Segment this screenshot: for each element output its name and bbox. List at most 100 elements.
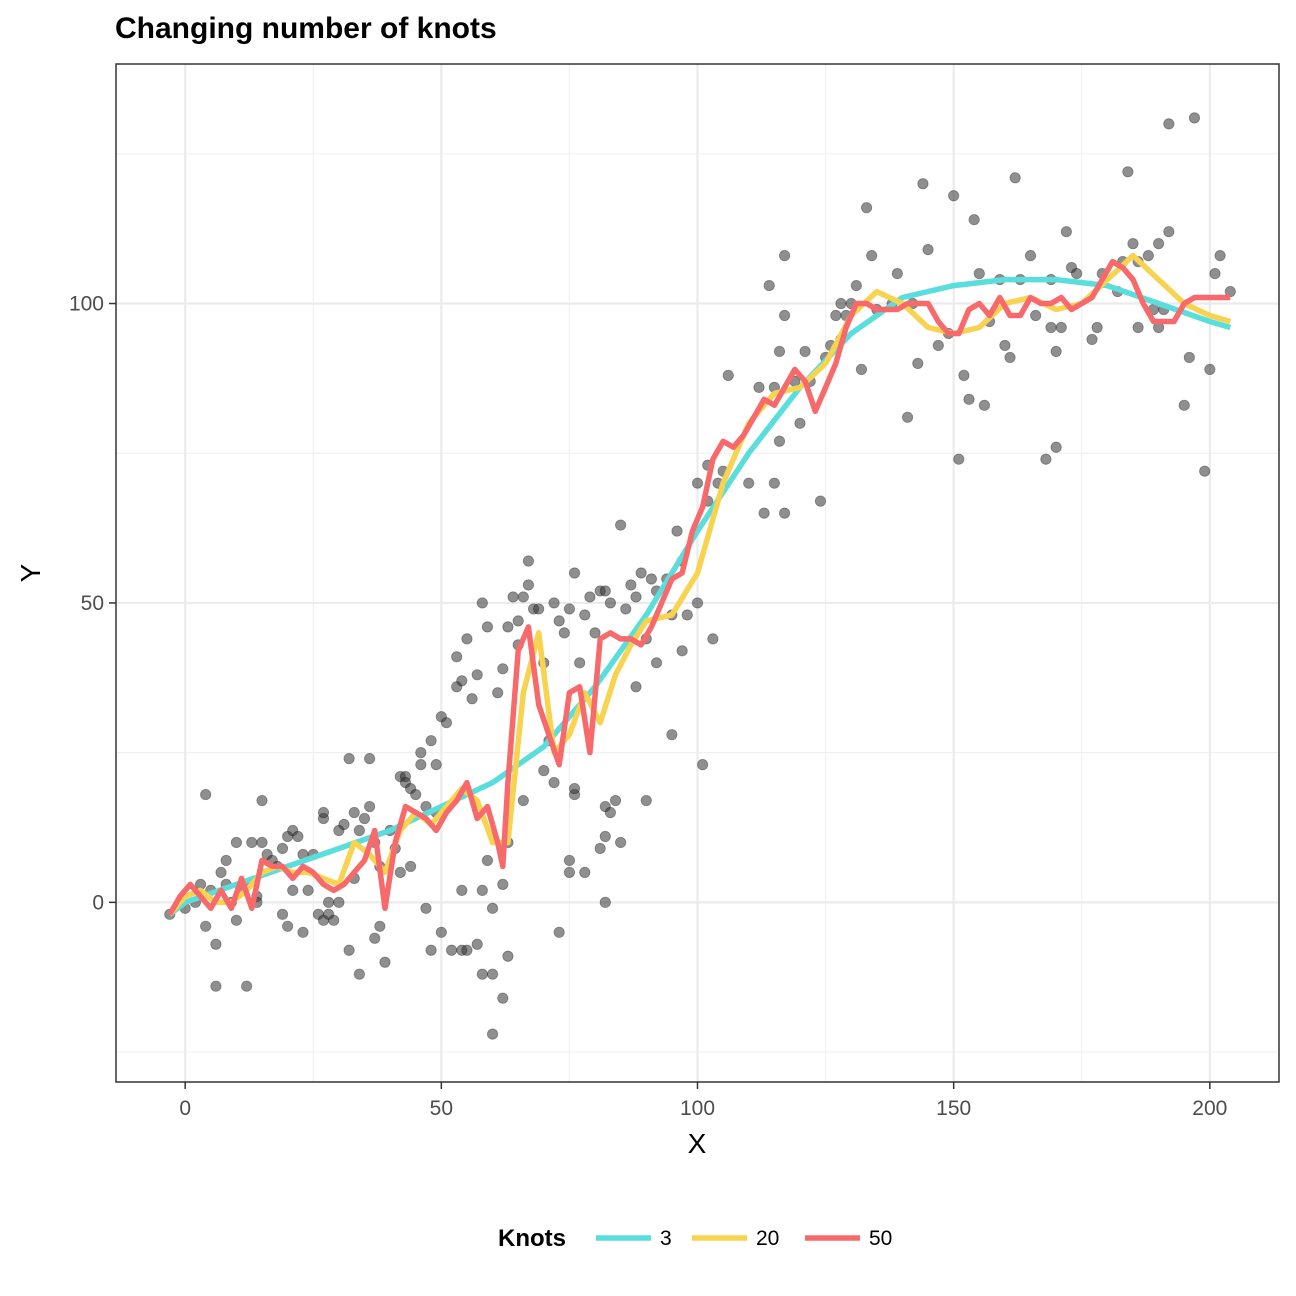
data-point: [625, 579, 637, 591]
data-point: [200, 920, 212, 932]
data-point: [364, 753, 376, 765]
data-point: [256, 836, 268, 849]
data-point: [584, 591, 596, 603]
data-point: [1199, 465, 1211, 477]
data-point: [630, 681, 642, 693]
x-tick-label: 50: [430, 1097, 453, 1120]
x-tick-label: 150: [936, 1097, 971, 1120]
data-point: [292, 830, 304, 843]
data-point: [1071, 267, 1083, 280]
data-point: [404, 860, 417, 873]
data-point: [778, 309, 791, 322]
data-point: [461, 944, 473, 956]
data-point: [317, 806, 330, 819]
data-point: [425, 735, 437, 747]
data-point: [215, 866, 227, 879]
chart-title: Changing number of knots: [115, 12, 497, 45]
data-point: [353, 824, 365, 837]
data-point: [256, 794, 268, 807]
data-point: [210, 938, 222, 950]
legend: Knots 3 20 50: [498, 1225, 892, 1252]
data-point: [963, 393, 975, 405]
data-point: [323, 896, 335, 908]
y-axis: 0 50 100: [69, 293, 116, 914]
data-point: [835, 297, 847, 310]
data-point: [615, 519, 627, 531]
data-point: [415, 759, 427, 771]
data-point: [1214, 250, 1226, 262]
data-points: [164, 112, 1236, 1040]
data-point: [640, 794, 652, 807]
data-point: [497, 878, 509, 890]
data-point: [435, 926, 447, 938]
series-lines: [167, 252, 1232, 917]
legend-label-50: 50: [869, 1227, 892, 1250]
data-point: [486, 1028, 499, 1040]
data-point: [901, 411, 914, 423]
data-point: [1142, 250, 1154, 262]
data-point: [276, 842, 289, 855]
y-tick-label: 100: [69, 293, 104, 316]
data-point: [461, 633, 473, 645]
series-line-50: [167, 258, 1231, 916]
data-point: [671, 525, 683, 537]
data-point: [1060, 226, 1072, 238]
data-point: [497, 663, 509, 675]
data-point: [615, 836, 627, 849]
data-point: [502, 950, 514, 962]
data-point: [476, 968, 488, 980]
data-point: [953, 453, 965, 465]
data-point: [1188, 112, 1201, 124]
data-point: [1030, 309, 1042, 322]
data-point: [866, 250, 878, 262]
data-point: [707, 633, 719, 645]
data-point: [517, 591, 529, 603]
y-axis-title: Y: [15, 563, 46, 582]
data-point: [1163, 226, 1175, 238]
data-point: [978, 399, 991, 411]
legend-title: Knots: [498, 1225, 566, 1252]
data-point: [999, 339, 1011, 352]
data-point: [778, 250, 791, 262]
data-point: [574, 657, 586, 669]
data-point: [471, 669, 483, 681]
data-point: [1132, 321, 1144, 334]
data-point: [850, 279, 862, 292]
data-point: [466, 693, 478, 705]
data-point: [799, 345, 811, 358]
data-point: [538, 765, 550, 777]
data-point: [358, 812, 371, 825]
data-point: [568, 782, 581, 795]
data-point: [620, 603, 632, 615]
data-point: [1122, 166, 1134, 178]
data-point: [343, 753, 355, 765]
data-point: [579, 866, 591, 879]
data-point: [481, 621, 494, 633]
data-point: [502, 621, 514, 633]
data-point: [1209, 267, 1221, 280]
data-point: [1040, 453, 1052, 465]
data-point: [394, 866, 406, 879]
series-line-3: [168, 276, 1232, 917]
data-point: [200, 788, 212, 801]
data-point: [1086, 333, 1098, 346]
data-point: [282, 920, 294, 932]
data-point: [773, 345, 786, 358]
data-point: [691, 477, 704, 489]
data-point: [691, 597, 704, 609]
data-point: [353, 968, 365, 980]
data-point: [246, 836, 258, 849]
data-point: [599, 830, 611, 843]
data-point: [328, 914, 340, 926]
data-point: [512, 615, 524, 627]
legend-entries: 3 20 50: [596, 1227, 892, 1250]
data-point: [425, 944, 437, 956]
data-point: [533, 603, 545, 615]
x-axis: 0 50 100 150 200: [179, 1082, 1227, 1120]
data-point: [1153, 238, 1165, 250]
data-point: [476, 884, 488, 896]
data-point: [507, 591, 519, 603]
data-point: [563, 603, 576, 615]
legend-label-3: 3: [660, 1227, 672, 1250]
data-point: [553, 615, 565, 627]
